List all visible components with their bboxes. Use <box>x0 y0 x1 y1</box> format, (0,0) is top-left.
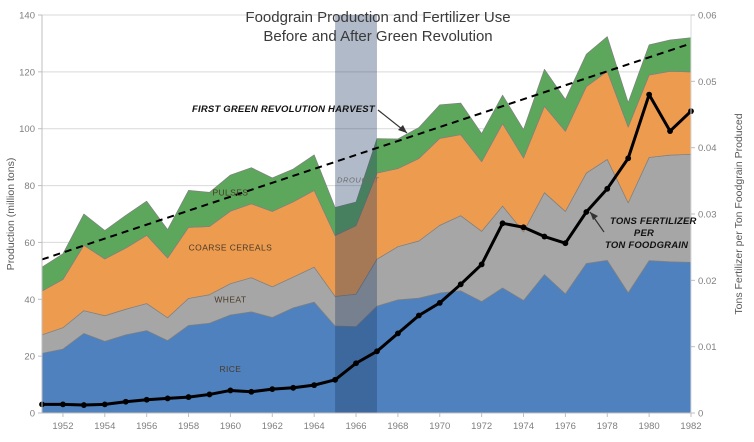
fertilizer-ratio-marker <box>583 209 590 215</box>
y-axis-tick-label: 0 <box>30 409 35 420</box>
y2-axis-tick-label: 0.06 <box>698 11 717 22</box>
y-axis-title: Production (million tons) <box>5 158 17 271</box>
fertilizer-ratio-marker <box>499 220 506 227</box>
fertilizer-ratio-marker <box>604 185 611 192</box>
y-axis-tick-label: 40 <box>24 295 35 306</box>
y-axis-tick-label: 60 <box>24 238 35 249</box>
fertilizer-ratio-marker <box>457 281 464 288</box>
y2-axis-title: Tons Fertilizer per Ton Foodgrain Produc… <box>733 113 745 314</box>
annotation-arrowhead-green-revolution <box>398 125 407 133</box>
fertilizer-ratio-marker <box>227 387 234 394</box>
x-axis-tick-label: 1954 <box>94 421 115 432</box>
y2-axis-tick-label: 0.01 <box>698 342 717 353</box>
fertilizer-ratio-marker <box>374 348 380 355</box>
fertilizer-ratio-marker <box>436 299 443 306</box>
fertilizer-ratio-marker <box>311 382 318 389</box>
series-label-coarse-cereals: COARSE CEREALS <box>189 242 273 252</box>
y-axis-tick-label: 120 <box>19 67 35 78</box>
x-axis-tick-label: 1972 <box>471 421 492 432</box>
y2-axis-tick-label: 0.03 <box>698 210 717 221</box>
annotation-fertilizer-line-3: TON FOODGRAIN <box>605 240 689 251</box>
x-axis-tick-label: 1968 <box>387 421 408 432</box>
x-axis-tick-label: 1958 <box>178 421 199 432</box>
fertilizer-ratio-marker <box>562 240 569 247</box>
fertilizer-ratio-line <box>40 93 693 407</box>
y-axis-tick-label: 20 <box>24 352 35 363</box>
x-axis-tick-label: 1970 <box>429 421 450 432</box>
fertilizer-ratio-marker <box>143 396 150 403</box>
series-label-rice: RICE <box>219 364 241 374</box>
x-axis-tick-label: 1974 <box>513 421 534 432</box>
y-axis-tick-label: 80 <box>24 181 35 192</box>
fertilizer-ratio-marker <box>185 394 192 400</box>
trendline-dashed <box>41 42 692 261</box>
chart-title-line-2: Before and After Green Revolution <box>263 28 492 45</box>
y2-axis-tick-label: 0.04 <box>698 143 717 154</box>
fertilizer-ratio-marker <box>520 224 527 231</box>
fertilizer-ratio-marker <box>353 360 359 367</box>
x-axis-tick-label: 1980 <box>639 421 660 432</box>
fertilizer-ratio-marker <box>206 391 213 398</box>
fertilizer-ratio-marker <box>60 401 66 408</box>
annotation-first-green-revolution-harvest: FIRST GREEN REVOLUTION HARVEST <box>192 104 376 115</box>
fertilizer-ratio-marker <box>122 398 129 405</box>
series-label-pulses: PULSES <box>212 187 248 197</box>
drought-shaded-band <box>335 15 377 413</box>
x-axis-tick-label: 1956 <box>136 421 157 432</box>
fertilizer-ratio-marker <box>290 384 297 391</box>
fertilizer-ratio-marker <box>332 376 338 383</box>
annotation-fertilizer-line-2: PER <box>634 228 654 239</box>
fertilizer-ratio-marker <box>541 233 548 240</box>
fertilizer-ratio-marker <box>248 388 255 395</box>
y2-axis-tick-label: 0.02 <box>698 276 717 287</box>
x-axis-tick-label: 1960 <box>220 421 241 432</box>
y2-axis-tick-label: 0 <box>698 409 703 420</box>
fertilizer-ratio-marker <box>646 91 653 98</box>
annotation-fertilizer-line-1: TONS FERTILIZER <box>610 216 697 227</box>
x-axis-tick-label: 1966 <box>345 421 366 432</box>
x-axis-tick-label: 1978 <box>597 421 618 432</box>
fertilizer-ratio-marker <box>667 128 673 134</box>
x-axis-tick-label: 1982 <box>680 421 701 432</box>
chart-title-line-1: Foodgrain Production and Fertilizer Use <box>245 9 510 26</box>
x-axis-tick-label: 1962 <box>262 421 283 432</box>
fertilizer-ratio-marker <box>625 155 632 162</box>
x-axis-tick-label: 1976 <box>555 421 576 432</box>
y-axis-tick-label: 140 <box>19 11 35 22</box>
series-label-wheat: WHEAT <box>214 294 246 304</box>
x-axis-tick-label: 1964 <box>304 421 325 432</box>
fertilizer-ratio-marker <box>101 401 108 408</box>
fertilizer-ratio-marker <box>80 402 87 408</box>
y2-axis-tick-label: 0.05 <box>698 77 717 88</box>
y-axis-tick-label: 100 <box>19 124 35 135</box>
fertilizer-ratio-marker <box>395 330 401 337</box>
fertilizer-ratio-marker <box>478 261 485 268</box>
fertilizer-ratio-marker <box>164 395 171 402</box>
fertilizer-ratio-marker <box>415 312 422 319</box>
x-axis-tick-label: 1952 <box>52 421 73 432</box>
drought-label: DROUGHT <box>337 176 380 185</box>
annotation-arrowhead-fertilizer <box>590 212 598 220</box>
fertilizer-ratio-marker <box>269 386 276 393</box>
